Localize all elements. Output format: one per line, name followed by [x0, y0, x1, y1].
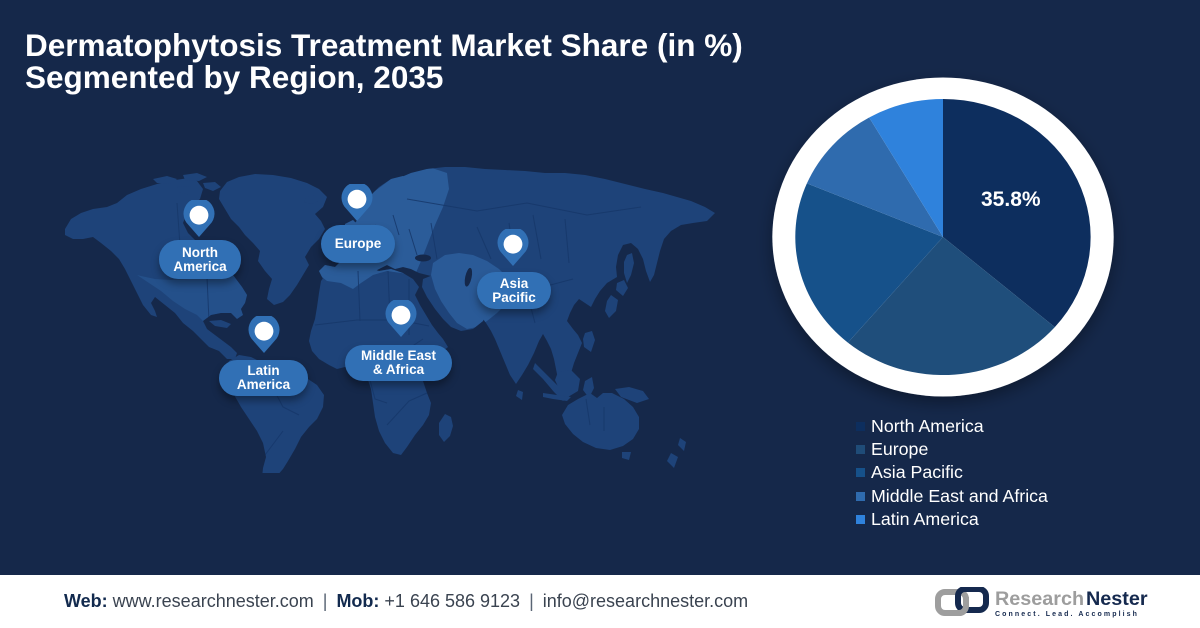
svg-text:Nester: Nester — [1086, 588, 1148, 610]
svg-text:Connect. Lead. Accomplish: Connect. Lead. Accomplish — [995, 611, 1139, 618]
svg-text:Research: Research — [995, 588, 1084, 610]
